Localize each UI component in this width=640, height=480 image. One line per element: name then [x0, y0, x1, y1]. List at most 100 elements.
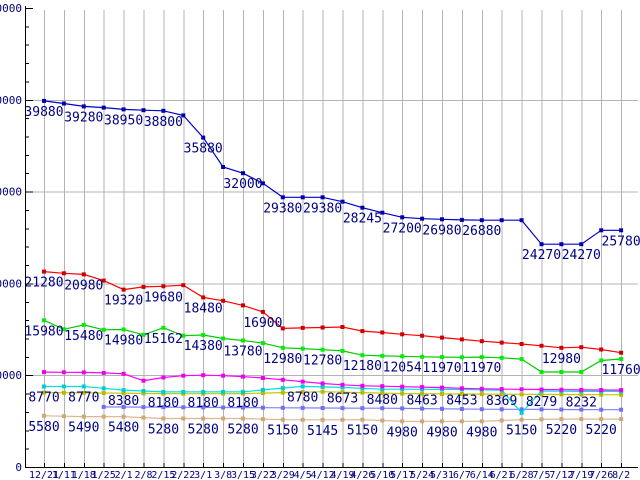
magenta-series-marker — [440, 385, 444, 390]
cyan-series-label: 8180 — [227, 396, 258, 411]
y-tick-label: 10000 — [0, 369, 22, 382]
tan-series-marker — [619, 417, 624, 422]
cyan-series-label: 8380 — [108, 394, 139, 409]
olive-series-marker — [479, 392, 484, 397]
red-series-marker — [241, 303, 245, 308]
blue-series-marker — [539, 242, 544, 247]
green-series-marker — [201, 333, 206, 337]
red-series-label: 19680 — [144, 290, 183, 305]
periwinkle-series-marker — [479, 407, 484, 412]
blue-series-marker — [459, 217, 464, 222]
x-tick-label: 7/26 — [589, 470, 613, 480]
cyan-series-marker — [101, 386, 106, 391]
blue-series-label: 35880 — [184, 142, 223, 157]
red-series-marker — [599, 347, 604, 352]
tan-series-marker — [499, 418, 504, 423]
magenta-series-marker — [300, 379, 305, 384]
blue-series-marker — [360, 205, 365, 210]
cyan-series-marker — [380, 387, 385, 392]
x-tick-label: 3/8 — [214, 470, 232, 480]
blue-series-label: 38800 — [144, 115, 183, 130]
olive-series-marker — [539, 392, 544, 397]
olive-series-marker — [619, 392, 624, 397]
red-series-label: 21280 — [24, 276, 63, 291]
blue-series-marker — [280, 195, 285, 200]
red-series-label: 16900 — [243, 316, 282, 331]
periwinkle-series-marker — [360, 406, 365, 411]
x-tick-label: 1/11 — [52, 470, 76, 480]
red-series-marker — [360, 329, 365, 334]
periwinkle-series-marker — [181, 405, 186, 410]
blue-series-label: 29380 — [263, 201, 302, 216]
x-tick-label: 5/10 — [370, 470, 394, 480]
periwinkle-series-marker — [499, 407, 504, 412]
periwinkle-series-marker — [300, 405, 305, 410]
green-series-marker — [479, 355, 484, 360]
x-tick-label: 7/12 — [549, 470, 573, 480]
magenta-series-marker — [420, 385, 425, 390]
cyan-series-label: 8770 — [28, 390, 59, 405]
red-series-marker — [479, 339, 484, 344]
green-series-marker — [141, 332, 146, 337]
x-tick-label: 4/5 — [294, 470, 312, 480]
tan-series-marker — [280, 417, 285, 422]
tan-series-label: 4980 — [387, 425, 418, 440]
green-series-label: 15480 — [64, 329, 103, 344]
olive-series-marker — [440, 391, 444, 396]
cyan-series-label: 8770 — [68, 390, 99, 405]
magenta-series-marker — [241, 374, 245, 379]
red-series-marker — [400, 332, 405, 337]
olive-series-marker — [280, 390, 285, 395]
periwinkle-series-marker — [161, 405, 166, 410]
periwinkle-series-marker — [400, 406, 405, 411]
cyan-series-marker — [340, 385, 345, 390]
periwinkle-series-marker — [559, 407, 564, 412]
olive-series — [42, 389, 624, 397]
data-point-labels: 5580 5490 5480 5280 5280 5280 5150 5145 5150 4980… — [24, 105, 640, 440]
magenta-series-marker — [459, 386, 464, 391]
magenta-series-marker — [519, 387, 524, 392]
green-series-marker — [519, 357, 524, 362]
tan-series-line — [43, 415, 622, 422]
magenta-series-marker — [340, 382, 345, 387]
cyan-series-marker — [61, 384, 66, 389]
blue-series-label: 24270 — [522, 248, 561, 263]
olive-series-line — [43, 391, 622, 396]
x-tick-label: 7/5 — [532, 470, 550, 480]
olive-series-marker — [400, 391, 405, 396]
blue-series-marker — [559, 242, 564, 247]
green-series-marker — [300, 346, 305, 351]
blue-series-marker — [101, 105, 106, 110]
magenta-series-marker — [599, 388, 604, 392]
periwinkle-series-marker — [519, 407, 524, 412]
cyan-series-marker — [42, 384, 46, 389]
tan-series-label: 5280 — [227, 423, 258, 438]
cyan-series-marker — [420, 387, 425, 392]
cyan-series-marker — [280, 386, 285, 391]
cyan-series-label: 8480 — [367, 393, 398, 408]
green-series-label: 15162 — [144, 332, 183, 347]
olive-series-marker — [380, 391, 385, 396]
blue-series-marker — [201, 135, 206, 140]
tan-series-marker — [459, 419, 464, 424]
blue-series-label: 27200 — [383, 221, 422, 236]
blue-series-marker — [42, 98, 46, 103]
magenta-series-marker — [539, 387, 544, 392]
periwinkle-series-marker — [121, 405, 126, 409]
green-series-marker — [241, 338, 245, 343]
red-series-label: 20980 — [64, 278, 103, 293]
x-tick-label: 12/21 — [29, 470, 59, 480]
green-series-marker — [61, 327, 66, 332]
olive-series-marker — [121, 391, 126, 396]
magenta-series-marker — [280, 377, 285, 382]
red-series-marker — [539, 343, 544, 348]
tan-series-marker — [81, 414, 86, 419]
x-tick-label: 3/1 — [194, 470, 212, 480]
periwinkle-series-marker — [280, 405, 285, 410]
blue-series-marker — [221, 165, 226, 169]
tan-series-marker — [559, 417, 564, 422]
green-series-marker — [400, 354, 405, 359]
red-series-marker — [519, 342, 524, 346]
tan-series-marker — [42, 413, 46, 418]
